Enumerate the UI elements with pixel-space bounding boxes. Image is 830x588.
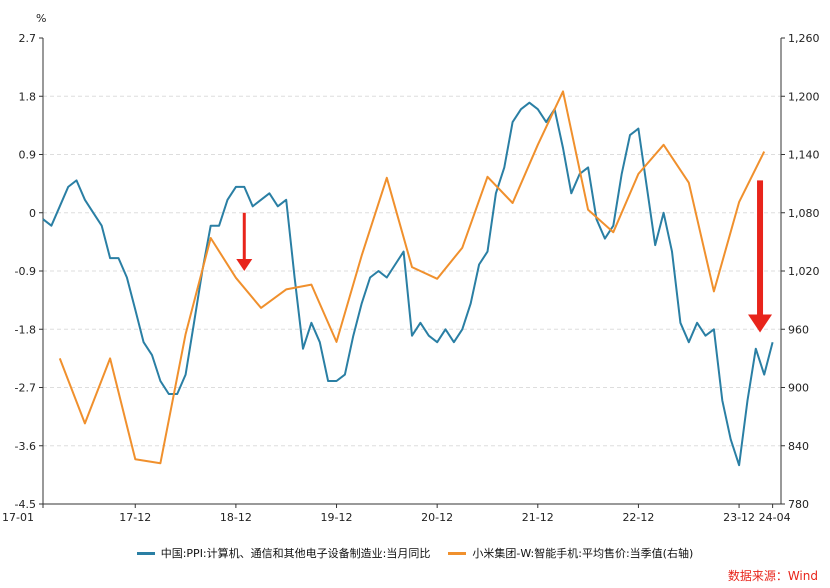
- y-right-tick-label: 840: [788, 440, 809, 453]
- legend-label-xiaomi: 小米集团-W:智能手机:平均售价:当季值(右轴): [472, 547, 694, 560]
- legend: 中国:PPI:计算机、通信和其他电子设备制造业:当月同比 小米集团-W:智能手机…: [0, 542, 830, 564]
- x-tick-label: 18-12: [220, 511, 252, 524]
- y-left-tick-label: 0.9: [19, 149, 37, 162]
- arrow-annotation-1: [748, 180, 773, 333]
- y-left-tick-label: -2.7: [15, 382, 36, 395]
- x-tick-label: 19-12: [321, 511, 353, 524]
- legend-item-xiaomi: 小米集团-W:智能手机:平均售价:当季值(右轴): [448, 545, 693, 561]
- y-left-tick-label: -4.5: [15, 498, 36, 511]
- y-left-tick-label: -3.6: [15, 440, 36, 453]
- y-left-tick-label: -1.8: [15, 323, 36, 336]
- legend-swatch-xiaomi: [448, 551, 467, 555]
- arrow-shaft: [757, 180, 764, 316]
- y-left-tick-label: 0: [29, 207, 36, 220]
- arrow-shaft: [242, 212, 246, 260]
- x-tick-label: 17-12: [119, 511, 151, 524]
- axes: [39, 37, 785, 508]
- x-tick-label: 21-12: [522, 511, 554, 524]
- series-line-1: [58, 90, 766, 465]
- y-right-tick-label: 960: [788, 323, 809, 336]
- y-right-tick-label: 780: [788, 498, 809, 511]
- y-right-tick-label: 1,020: [788, 265, 820, 278]
- chart: 2.7 1,260 1.8 1,200 0.9 1,140 0 1,080 -0.9 1,020 -…: [2, 12, 820, 524]
- x-tick-label: 20-12: [421, 511, 453, 524]
- gridlines: [43, 95, 781, 447]
- y-left-tick-label: 2.7: [19, 32, 37, 45]
- x-tick-label: 23-12: [723, 511, 755, 524]
- x-tick-label: 24-04: [759, 511, 791, 524]
- series-line-0: [42, 101, 774, 467]
- arrow-annotation-0: [236, 212, 253, 271]
- y-left-unit-label: %: [36, 12, 46, 25]
- y-right-tick-label: 900: [788, 382, 809, 395]
- legend-item-ppi: 中国:PPI:计算机、通信和其他电子设备制造业:当月同比: [136, 545, 431, 561]
- source-note: 数据来源：Wind: [727, 569, 818, 583]
- y-right-tick-label: 1,200: [788, 90, 820, 103]
- arrow-head: [236, 259, 253, 271]
- x-tick-label: 22-12: [622, 511, 654, 524]
- tick-labels: 2.7 1,260 1.8 1,200 0.9 1,140 0 1,080 -0.9 1,020 -…: [2, 12, 820, 524]
- legend-label-ppi: 中国:PPI:计算机、通信和其他电子设备制造业:当月同比: [160, 547, 431, 560]
- arrow-head: [748, 314, 773, 333]
- y-right-tick-label: 1,140: [788, 149, 820, 162]
- y-right-tick-label: 1,260: [788, 32, 820, 45]
- y-left-tick-label: -0.9: [15, 265, 36, 278]
- legend-swatch-ppi: [136, 551, 155, 555]
- x-tick-label: 17-01: [2, 511, 34, 524]
- series-lines: [42, 90, 774, 467]
- annotations: [236, 180, 773, 333]
- y-left-tick-label: 1.8: [19, 90, 37, 103]
- y-right-tick-label: 1,080: [788, 207, 820, 220]
